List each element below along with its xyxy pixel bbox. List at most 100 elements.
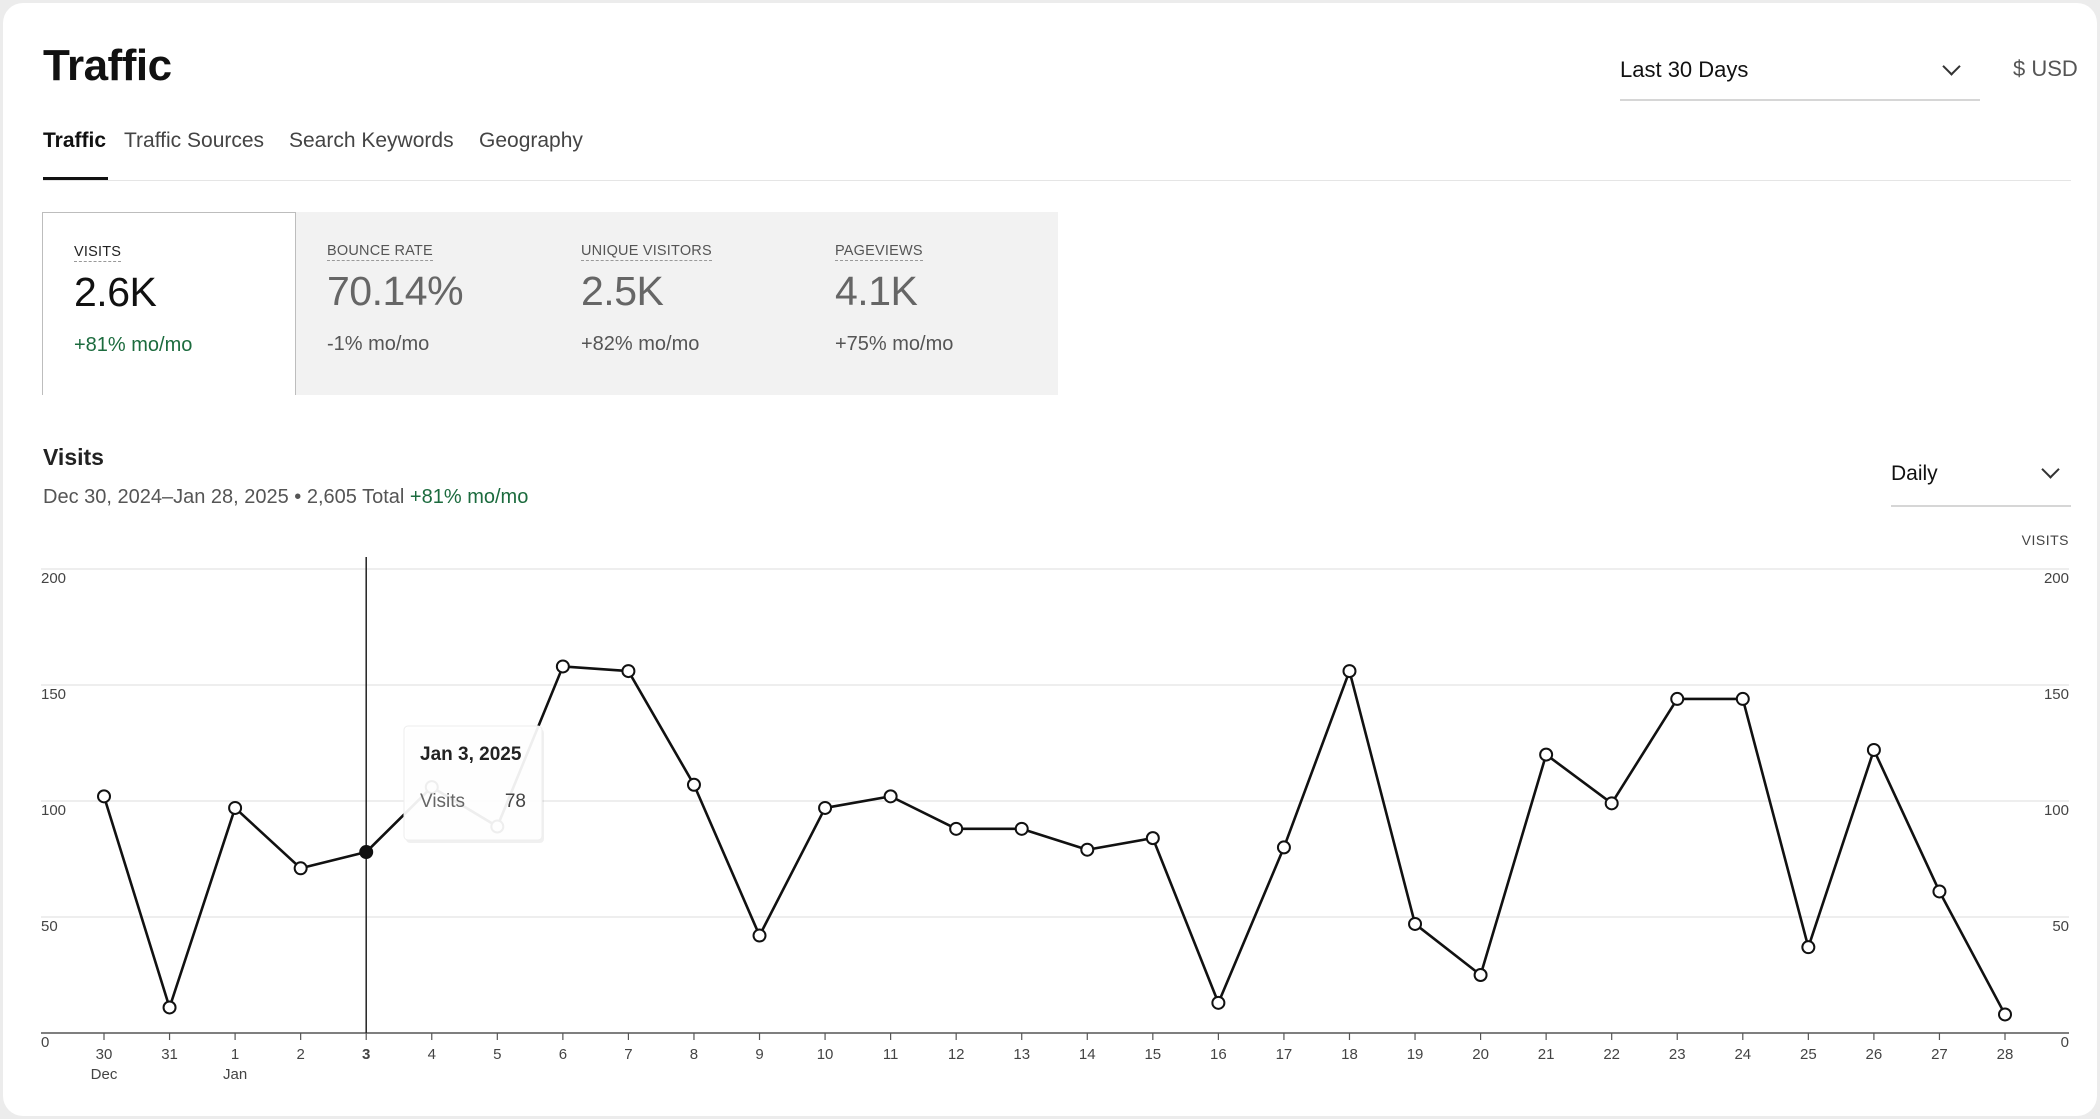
data-point[interactable]	[949, 821, 964, 836]
tab-bar: Traffic Traffic Sources Search Keywords …	[43, 127, 2071, 181]
x-tick-label: 2	[296, 1046, 304, 1063]
x-tick-label: 19	[1407, 1046, 1424, 1063]
x-tick-label: 24	[1734, 1046, 1751, 1063]
x-tick-label: 15	[1144, 1046, 1161, 1063]
y-tick-label-left: 200	[41, 570, 66, 587]
currency-label[interactable]: $ USD	[2013, 56, 2078, 81]
x-tick-label: 8	[690, 1046, 698, 1063]
y-tick-label-right: 200	[2044, 570, 2069, 587]
data-point[interactable]	[1670, 691, 1685, 706]
metric-cards: VISITS 2.6K +81% mo/mo BOUNCE RATE 70.14…	[42, 212, 1058, 395]
data-point[interactable]	[1276, 840, 1291, 855]
data-point[interactable]	[686, 777, 701, 792]
metric-card-bounce-rate[interactable]: BOUNCE RATE 70.14% -1% mo/mo	[296, 212, 550, 395]
data-point[interactable]	[228, 800, 243, 815]
data-point[interactable]	[752, 928, 767, 943]
x-tick-label: 9	[755, 1046, 763, 1063]
metric-card-pageviews[interactable]: PAGEVIEWS 4.1K +75% mo/mo	[804, 212, 1058, 395]
x-tick-label: 25	[1800, 1046, 1817, 1063]
data-point[interactable]	[1408, 916, 1423, 931]
data-point[interactable]	[818, 800, 833, 815]
x-month-label: Dec	[91, 1066, 118, 1083]
metric-label: UNIQUE VISITORS	[581, 243, 712, 261]
metric-delta: -1% mo/mo	[327, 333, 430, 355]
x-tick-label: 28	[1997, 1046, 2014, 1063]
line-layer	[102, 665, 2007, 1016]
data-point[interactable]	[162, 1000, 177, 1015]
tab-traffic[interactable]: Traffic	[43, 129, 109, 180]
chart-tooltip: Jan 3, 2025 Visits 78	[403, 725, 544, 843]
tab-geography[interactable]: Geography	[479, 129, 583, 152]
metric-delta: +82% mo/mo	[581, 333, 700, 355]
x-tick-label: 4	[428, 1046, 436, 1063]
metric-card-unique-visitors[interactable]: UNIQUE VISITORS 2.5K +82% mo/mo	[550, 212, 804, 395]
x-tick-label: 14	[1079, 1046, 1096, 1063]
chevron-down-icon	[2041, 460, 2060, 479]
date-range-select[interactable]: Last 30 Days	[1620, 51, 1980, 101]
date-range-value: Last 30 Days	[1620, 57, 1749, 82]
y-tick-label-right: 150	[2044, 686, 2069, 703]
y-tick-label-left: 100	[41, 802, 66, 819]
metric-delta: +81% mo/mo	[74, 334, 193, 356]
metric-label: VISITS	[74, 244, 122, 262]
x-tick-label: 18	[1341, 1046, 1358, 1063]
data-point[interactable]	[1735, 691, 1750, 706]
data-point[interactable]	[555, 659, 570, 674]
metric-value: 2.5K	[581, 268, 664, 314]
tooltip-value: 78	[505, 791, 526, 812]
data-point[interactable]	[1342, 664, 1357, 679]
data-point[interactable]	[1998, 1007, 2012, 1022]
x-tick-label: 1	[231, 1046, 239, 1063]
x-tick-label: 12	[948, 1046, 965, 1063]
tab-traffic-sources[interactable]: Traffic Sources	[124, 129, 265, 152]
section-title: Visits	[43, 444, 104, 470]
data-point[interactable]	[1473, 968, 1488, 982]
chevron-down-icon	[1942, 57, 1961, 76]
data-point[interactable]	[1801, 940, 1816, 955]
x-tick-label: 22	[1603, 1046, 1620, 1063]
data-point[interactable]	[883, 789, 898, 804]
data-point[interactable]	[621, 664, 636, 679]
y-tick-label-left: 0	[41, 1034, 49, 1051]
data-point-highlighted[interactable]	[359, 845, 374, 860]
x-tick-label: 5	[493, 1046, 501, 1063]
tooltip-date: Jan 3, 2025	[420, 744, 522, 765]
x-tick-label: 13	[1013, 1046, 1030, 1063]
x-tick-label: 23	[1669, 1046, 1686, 1063]
tooltip-layer: Jan 3, 2025 Visits 78	[403, 725, 544, 843]
x-tick-label: 7	[624, 1046, 632, 1063]
metric-value: 70.14%	[327, 268, 464, 314]
metric-card-visits[interactable]: VISITS 2.6K +81% mo/mo	[42, 212, 296, 395]
x-tick-label: 16	[1210, 1046, 1227, 1063]
x-tick-label: 3	[362, 1046, 370, 1063]
y-tick-label-right: 0	[2061, 1034, 2069, 1051]
x-tick-label: 20	[1472, 1046, 1489, 1063]
tooltip-label: Visits	[420, 791, 465, 812]
data-point[interactable]	[1932, 884, 1947, 899]
frequency-select[interactable]: Daily	[1891, 457, 2071, 507]
data-point[interactable]	[1014, 821, 1029, 836]
metric-label: PAGEVIEWS	[835, 243, 923, 261]
frequency-value: Daily	[1891, 462, 1938, 485]
y-tick-label-right: 50	[2052, 918, 2069, 935]
tab-search-keywords[interactable]: Search Keywords	[289, 129, 454, 152]
x-tick-label: 30	[96, 1046, 113, 1063]
data-point[interactable]	[1211, 995, 1226, 1010]
data-point[interactable]	[1080, 842, 1095, 857]
x-month-label: Jan	[223, 1066, 247, 1083]
x-tick-label: 6	[559, 1046, 567, 1063]
x-tick-label: 21	[1538, 1046, 1555, 1063]
point-layer	[97, 659, 2012, 1022]
data-point[interactable]	[1604, 796, 1619, 811]
x-tick-label: 11	[883, 1046, 899, 1063]
grid-layer	[41, 557, 2069, 1034]
visits-series-line	[102, 665, 2007, 1016]
data-point[interactable]	[1539, 747, 1554, 762]
data-point[interactable]	[293, 861, 308, 876]
data-point[interactable]	[1866, 742, 1881, 757]
data-point[interactable]	[1145, 831, 1160, 846]
data-point[interactable]	[97, 789, 111, 804]
x-tick-label: 10	[817, 1046, 834, 1063]
